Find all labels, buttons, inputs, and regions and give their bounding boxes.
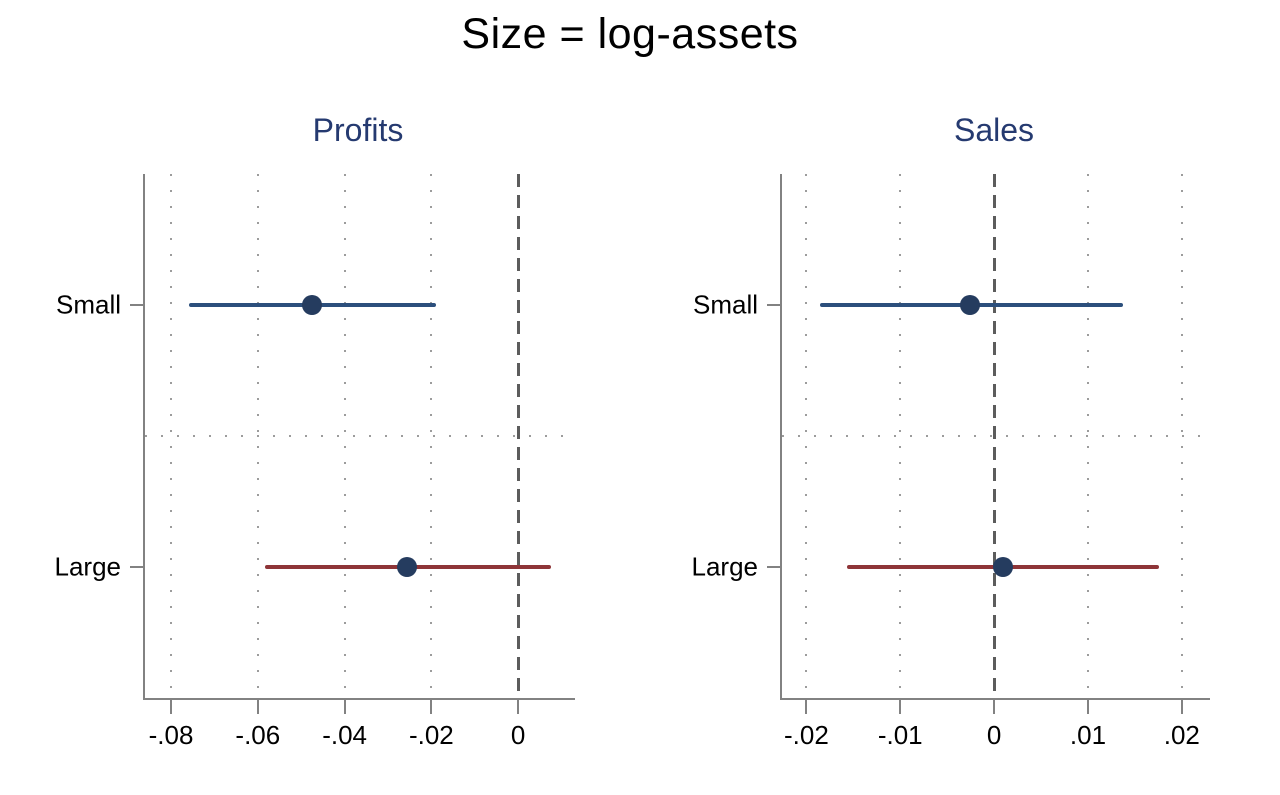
category-label: Large: [691, 551, 759, 582]
category-label: Large: [54, 551, 122, 582]
x-axis-tick: [1086, 700, 1089, 714]
x-axis-tick-label: .02: [1163, 720, 1200, 750]
x-axis-tick: [343, 700, 346, 714]
y-axis-tick: [130, 304, 143, 306]
x-axis-tick-label: -.06: [235, 720, 281, 750]
panel-title-profits: Profits: [312, 112, 404, 148]
x-axis-tick-label: -.02: [783, 720, 829, 750]
horizontal-gridline: [782, 435, 1210, 437]
point-estimate-marker: [959, 295, 980, 315]
horizontal-gridline: [145, 435, 575, 437]
x-axis-tick-label: -.04: [322, 720, 367, 750]
panel-title-sales: Sales: [953, 112, 1035, 148]
category-label: Small: [55, 289, 121, 320]
x-axis-tick: [256, 700, 259, 714]
y-axis-tick: [130, 566, 143, 568]
x-axis-tick: [430, 700, 433, 714]
x-axis-tick: [805, 700, 808, 714]
plot-area-sales: -.02 -.01 0 .01 .02 Small Large: [692, 174, 1210, 750]
x-axis-tick: [1180, 700, 1183, 714]
y-axis-tick: [767, 566, 780, 568]
point-estimate-marker: [302, 295, 323, 315]
point-estimate-marker: [992, 557, 1013, 577]
x-axis-tick-label: -.02: [408, 720, 454, 750]
x-axis-tick-label: 0: [510, 720, 526, 750]
category-label: Small: [692, 289, 758, 320]
point-estimate-marker: [397, 557, 418, 577]
x-axis-tick: [899, 700, 902, 714]
x-axis-tick-label: -.08: [148, 720, 194, 750]
y-axis-tick: [767, 304, 780, 306]
x-axis-tick: [170, 700, 173, 714]
x-axis-tick: [993, 700, 996, 714]
plot-area-profits: -.08 -.06 -.04 -.02 0 Small Large: [55, 174, 575, 750]
x-axis-tick-label: 0: [986, 720, 1002, 750]
figure-title: Size = log-assets: [461, 10, 799, 58]
x-axis-tick-label: -.01: [877, 720, 923, 750]
x-axis-tick-label: .01: [1069, 720, 1107, 750]
x-axis-tick: [517, 700, 520, 714]
